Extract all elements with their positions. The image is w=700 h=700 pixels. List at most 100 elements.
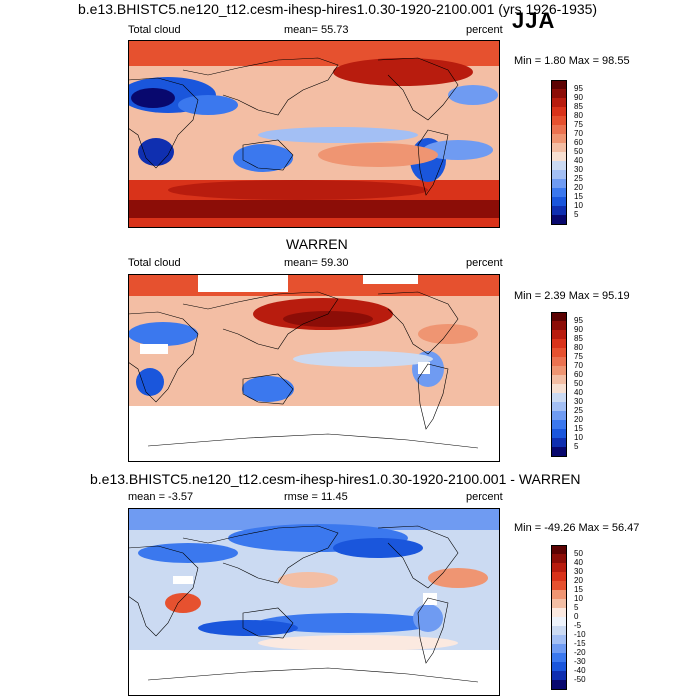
panel2-map-frame bbox=[128, 274, 500, 462]
panel3-colorbar-label: 5 bbox=[574, 603, 579, 612]
panel3-south-pacific-negative bbox=[258, 613, 438, 633]
panel2-arctic-band bbox=[128, 274, 500, 296]
panel3-north-pacific-core bbox=[333, 538, 423, 558]
panel3-coastlines bbox=[128, 525, 479, 683]
panel2-colorbar-label: 75 bbox=[574, 352, 583, 361]
panel2-australia-clear bbox=[242, 376, 294, 402]
panel3-colorbar-cell bbox=[551, 590, 567, 599]
panel2-colorbar-cell bbox=[551, 393, 567, 402]
panel1-south-atlantic-clear bbox=[423, 140, 493, 160]
panel1-colorbar-label: 80 bbox=[574, 111, 583, 120]
panel2-colorbar-cell bbox=[551, 375, 567, 384]
panel2-no-data-gap-1 bbox=[140, 344, 168, 354]
panel2-colorbar-label: 80 bbox=[574, 343, 583, 352]
panel3-colorbar bbox=[551, 545, 567, 690]
panel2-colorbar-cell bbox=[551, 384, 567, 393]
panel1-coastlines bbox=[128, 57, 459, 196]
panel1-arabia-clear bbox=[178, 95, 238, 115]
panel2-no-data-arctic-2 bbox=[363, 274, 418, 284]
panel2-north-pacific-core bbox=[283, 311, 373, 327]
panel1-colorbar-label: 50 bbox=[574, 147, 583, 156]
panel2-colorbar-label: 95 bbox=[574, 316, 583, 325]
panel3-colorbar-label: 10 bbox=[574, 594, 583, 603]
panel3-colorbar-cell bbox=[551, 554, 567, 563]
panel2-coastlines bbox=[128, 291, 479, 449]
panel2-colorbar-label: 5 bbox=[574, 442, 579, 451]
panel1-colorbar-cell bbox=[551, 179, 567, 188]
panel2-sahara-clear bbox=[128, 322, 198, 346]
panel2-colorbar-label: 30 bbox=[574, 397, 583, 406]
panel1-colorbar-label: 5 bbox=[574, 210, 579, 219]
panel1-map-frame bbox=[128, 40, 500, 228]
panel3-colorbar-cell bbox=[551, 608, 567, 617]
panel1-colorbar-cell bbox=[551, 143, 567, 152]
panel2-colorbar-cell bbox=[551, 429, 567, 438]
panel1-sahara-core bbox=[131, 88, 175, 108]
panel3-colorbar-cell bbox=[551, 572, 567, 581]
panel3-map-frame bbox=[128, 508, 500, 696]
panel3-indian-ocean-negative bbox=[198, 620, 298, 636]
panel1-colorbar-cell bbox=[551, 188, 567, 197]
panel2-north-atlantic-cloud bbox=[418, 324, 478, 344]
panel3-colorbar-cell bbox=[551, 545, 567, 554]
panel3-no-data-gap-1 bbox=[173, 576, 193, 584]
panel1-tropical-pacific-clear bbox=[258, 127, 418, 143]
panel2-colorbar-cell bbox=[551, 312, 567, 321]
panel3-colorbar-frame bbox=[551, 545, 567, 690]
panel2-colorbar bbox=[551, 312, 567, 457]
panel1-colorbar-label: 25 bbox=[574, 174, 583, 183]
panel1-colorbar-label: 90 bbox=[574, 93, 583, 102]
panel2-no-data-antarctic bbox=[128, 406, 500, 462]
panel2-colorbar-frame bbox=[551, 312, 567, 457]
panel3-colorbar-cell bbox=[551, 581, 567, 590]
season-label: JJA bbox=[512, 8, 556, 33]
panel2-colorbar-label: 10 bbox=[574, 433, 583, 442]
panel2-colorbar-cell bbox=[551, 321, 567, 330]
panel1-colorbar-cell bbox=[551, 215, 567, 225]
panel1-colorbar-frame bbox=[551, 80, 567, 225]
panel3-no-data-antarctic bbox=[128, 650, 500, 696]
panel3-unit: percent bbox=[466, 491, 503, 503]
panel3-colorbar-label: 30 bbox=[574, 567, 583, 576]
panel3-colorbar-cell bbox=[551, 563, 567, 572]
panel2-colorbar-cell bbox=[551, 438, 567, 447]
panel3-colorbar-label: 20 bbox=[574, 576, 583, 585]
panel1-colorbar-cell bbox=[551, 206, 567, 215]
panel1-south-pacific-cloud bbox=[318, 143, 438, 167]
panel2-colorbar-cell bbox=[551, 447, 567, 457]
panel3-colorbar-label: -20 bbox=[574, 648, 586, 657]
panel2-colorbar-cell bbox=[551, 330, 567, 339]
panel3-mean: mean = -3.57 bbox=[128, 491, 194, 503]
panel2-colorbar-label: 40 bbox=[574, 388, 583, 397]
panel2-minmax: Min = 2.39 Max = 95.19 bbox=[514, 290, 630, 302]
panel1-colorbar-label: 15 bbox=[574, 192, 583, 201]
panel2-colorbar-label: 70 bbox=[574, 361, 583, 370]
panel1-unit: percent bbox=[466, 24, 503, 36]
panel3-colorbar-label: -5 bbox=[574, 621, 582, 630]
panel3-eurasia-negative bbox=[138, 543, 238, 563]
panel3-colorbar-cell bbox=[551, 635, 567, 644]
panel1-colorbar-cell bbox=[551, 80, 567, 89]
panel1-colorbar-cell bbox=[551, 125, 567, 134]
panel2-colorbar-label: 25 bbox=[574, 406, 583, 415]
panel3-midlat-neutral bbox=[258, 635, 458, 651]
panel2-colorbar-cell bbox=[551, 411, 567, 420]
panel1-colorbar-label: 20 bbox=[574, 183, 583, 192]
panel1-colorbar-label: 30 bbox=[574, 165, 583, 174]
panel2-tropical-pacific-clear bbox=[293, 351, 433, 367]
panel3-colorbar-cell bbox=[551, 626, 567, 635]
panel2-colorbar-cell bbox=[551, 420, 567, 429]
panel1-colorbar-label: 75 bbox=[574, 120, 583, 129]
panel3-colorbar-cell bbox=[551, 680, 567, 690]
panel3-colorbar-label: -10 bbox=[574, 630, 586, 639]
panel3-minmax: Min = -49.26 Max = 56.47 bbox=[514, 522, 640, 534]
panel3-colorbar-label: 0 bbox=[574, 612, 579, 621]
panel2-colorbar-cell bbox=[551, 357, 567, 366]
panel1-colorbar-label: 95 bbox=[574, 84, 583, 93]
panel2-no-data-arctic-1 bbox=[198, 274, 288, 292]
panel1-minmax: Min = 1.80 Max = 98.55 bbox=[514, 55, 630, 67]
panel3-colorbar-cell bbox=[551, 617, 567, 626]
panel1-colorbar-cell bbox=[551, 107, 567, 116]
panel2-colorbar-cell bbox=[551, 339, 567, 348]
panel2-colorbar-cell bbox=[551, 402, 567, 411]
